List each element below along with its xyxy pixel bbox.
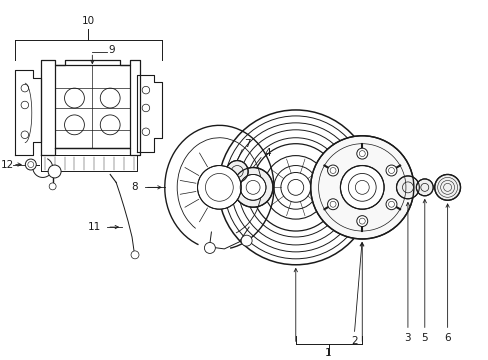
Circle shape bbox=[240, 175, 265, 200]
Circle shape bbox=[356, 216, 367, 226]
Circle shape bbox=[233, 167, 272, 207]
Circle shape bbox=[49, 183, 56, 190]
Circle shape bbox=[434, 175, 460, 200]
Circle shape bbox=[327, 165, 338, 176]
Text: 10: 10 bbox=[81, 15, 95, 26]
Text: 8: 8 bbox=[131, 183, 138, 192]
Circle shape bbox=[204, 243, 215, 253]
Text: 2: 2 bbox=[350, 336, 357, 346]
Circle shape bbox=[310, 136, 413, 239]
Text: 9: 9 bbox=[109, 45, 115, 55]
Circle shape bbox=[385, 199, 396, 210]
Circle shape bbox=[327, 199, 338, 210]
Text: 6: 6 bbox=[444, 333, 450, 343]
Circle shape bbox=[396, 176, 419, 199]
Text: 12: 12 bbox=[0, 159, 14, 170]
Circle shape bbox=[356, 148, 367, 159]
Text: 5: 5 bbox=[421, 333, 427, 343]
Text: 3: 3 bbox=[404, 333, 410, 343]
Circle shape bbox=[415, 179, 432, 196]
Circle shape bbox=[197, 166, 241, 209]
Circle shape bbox=[340, 166, 383, 209]
Circle shape bbox=[48, 165, 61, 178]
Circle shape bbox=[25, 159, 36, 170]
Circle shape bbox=[131, 251, 139, 259]
Text: 7: 7 bbox=[244, 139, 250, 149]
Text: 11: 11 bbox=[87, 222, 101, 232]
Circle shape bbox=[385, 165, 396, 176]
Circle shape bbox=[226, 161, 247, 183]
Text: 4: 4 bbox=[264, 148, 271, 158]
Circle shape bbox=[241, 235, 252, 246]
Text: 1: 1 bbox=[325, 348, 331, 358]
